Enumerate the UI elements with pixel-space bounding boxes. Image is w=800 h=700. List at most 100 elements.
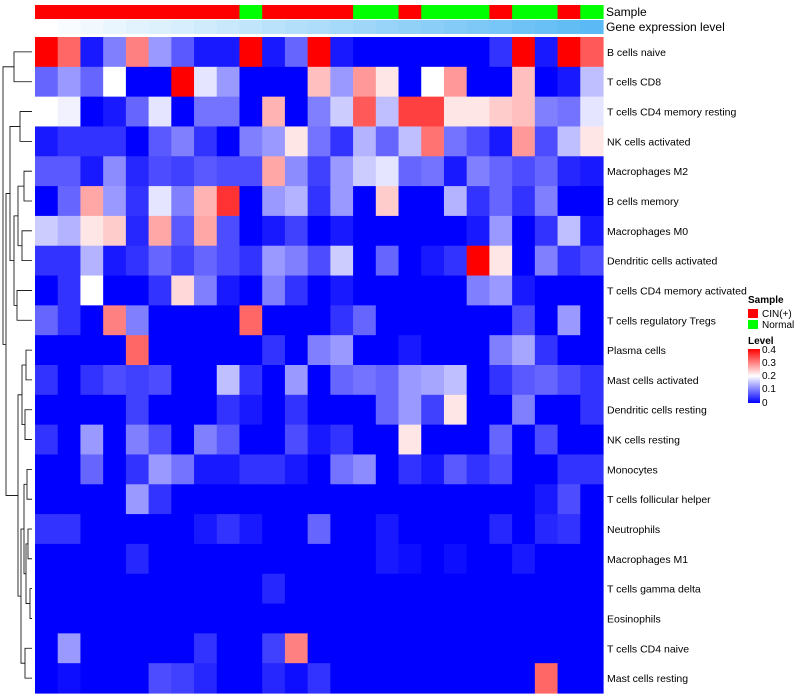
heatmap-cell (80, 156, 104, 187)
heatmap-cell (307, 484, 331, 515)
heatmap-cell (171, 633, 195, 664)
heatmap-cell (534, 663, 559, 694)
row-label: Neutrophils (607, 524, 660, 536)
heatmap-cell (216, 156, 241, 187)
heatmap-cell (353, 186, 377, 217)
heatmap-cell (353, 215, 377, 247)
heatmap-cell (57, 484, 82, 515)
heatmap-cell (148, 156, 172, 187)
sample-annotation-cell (466, 5, 490, 19)
heatmap-cell (489, 573, 513, 605)
heatmap-cell (512, 663, 536, 694)
heatmap-cell (421, 335, 445, 366)
heatmap-cell (421, 66, 445, 98)
heatmap-cell (307, 66, 331, 98)
heatmap-cell (443, 365, 468, 396)
legend-color-bar (748, 349, 760, 403)
heatmap-cell (103, 156, 127, 187)
heatmap-cell (171, 305, 195, 336)
heatmap-cell (216, 543, 241, 575)
dendrogram-branch (23, 483, 27, 575)
heatmap-cell (216, 603, 241, 634)
heatmap-cell (330, 96, 354, 128)
heatmap-cell (239, 275, 263, 306)
row-label: Mast cells resting (607, 673, 688, 685)
heatmap-cell (216, 126, 241, 157)
heatmap-cell (194, 454, 218, 485)
heatmap-cell (353, 66, 377, 98)
heatmap-cell (262, 245, 286, 277)
heatmap-cell (580, 454, 604, 485)
heatmap-cell (466, 126, 490, 157)
heatmap-cell (557, 543, 581, 575)
heatmap-cell (194, 37, 218, 68)
heatmap-cell (125, 335, 150, 366)
heatmap-cell (580, 514, 604, 545)
heatmap-cell (398, 215, 422, 247)
heatmap-cell (443, 215, 468, 247)
heatmap-cell (580, 245, 604, 277)
heatmap-cell (398, 663, 422, 694)
heatmap-cell (330, 245, 354, 277)
heatmap-cell (148, 454, 172, 485)
heatmap-cell (80, 424, 104, 456)
heatmap-cell (239, 156, 263, 187)
heatmap-cell (125, 156, 150, 187)
dendrogram-branch (16, 290, 32, 321)
heatmap-cell (534, 96, 559, 128)
heatmap-cell (80, 514, 104, 545)
heatmap-cell (216, 454, 241, 485)
heatmap-cell (125, 126, 150, 157)
heatmap-cell (330, 394, 354, 426)
expression-annotation-cell (330, 20, 354, 34)
row-label: T cells CD4 memory activated (607, 285, 747, 297)
heatmap-cell (284, 573, 309, 605)
heatmap-cell (534, 514, 559, 545)
heatmap-cell (148, 543, 172, 575)
heatmap-cell (421, 633, 445, 664)
heatmap-cell (262, 484, 286, 515)
heatmap-cell (262, 96, 286, 128)
heatmap-cell (239, 514, 263, 545)
heatmap-cell (580, 394, 604, 426)
heatmap-cell (35, 424, 59, 456)
sample-annotation-cell (125, 5, 150, 19)
heatmap-cell (398, 126, 422, 157)
heatmap-cell (466, 514, 490, 545)
heatmap-cell (80, 633, 104, 664)
heatmap-cell (557, 37, 581, 68)
heatmap-cell (512, 603, 536, 634)
heatmap-cell (375, 543, 400, 575)
heatmap-cell (557, 275, 581, 306)
heatmap-cell (216, 514, 241, 545)
heatmap-cell (262, 335, 286, 366)
heatmap-cell (353, 633, 377, 664)
heatmap-cell (330, 66, 354, 98)
dendrogram-branch (21, 230, 32, 262)
heatmap-cell (330, 37, 354, 68)
heatmap-cell (353, 514, 377, 545)
heatmap-cell (57, 365, 82, 396)
heatmap-cell (148, 186, 172, 217)
heatmap-cell (534, 633, 559, 664)
heatmap-cell (375, 484, 400, 515)
heatmap-cell (512, 454, 536, 485)
heatmap-cell (148, 365, 172, 396)
heatmap-cell (557, 573, 581, 605)
heatmap-cell (534, 305, 559, 336)
heatmap-cell (216, 96, 241, 128)
row-label: NK cells resting (607, 435, 680, 447)
heatmap-cell (421, 215, 445, 247)
heatmap-cell (443, 573, 468, 605)
heatmap-cell (239, 96, 263, 128)
heatmap-cell (534, 573, 559, 605)
heatmap-cell (307, 335, 331, 366)
expression-annotation-cell (284, 20, 309, 34)
heatmap-cell (216, 663, 241, 694)
heatmap-cell (557, 424, 581, 456)
heatmap-cell (489, 156, 513, 187)
heatmap-cell (512, 365, 536, 396)
heatmap-cell (262, 156, 286, 187)
heatmap-cell (284, 335, 309, 366)
heatmap-cell (216, 66, 241, 98)
